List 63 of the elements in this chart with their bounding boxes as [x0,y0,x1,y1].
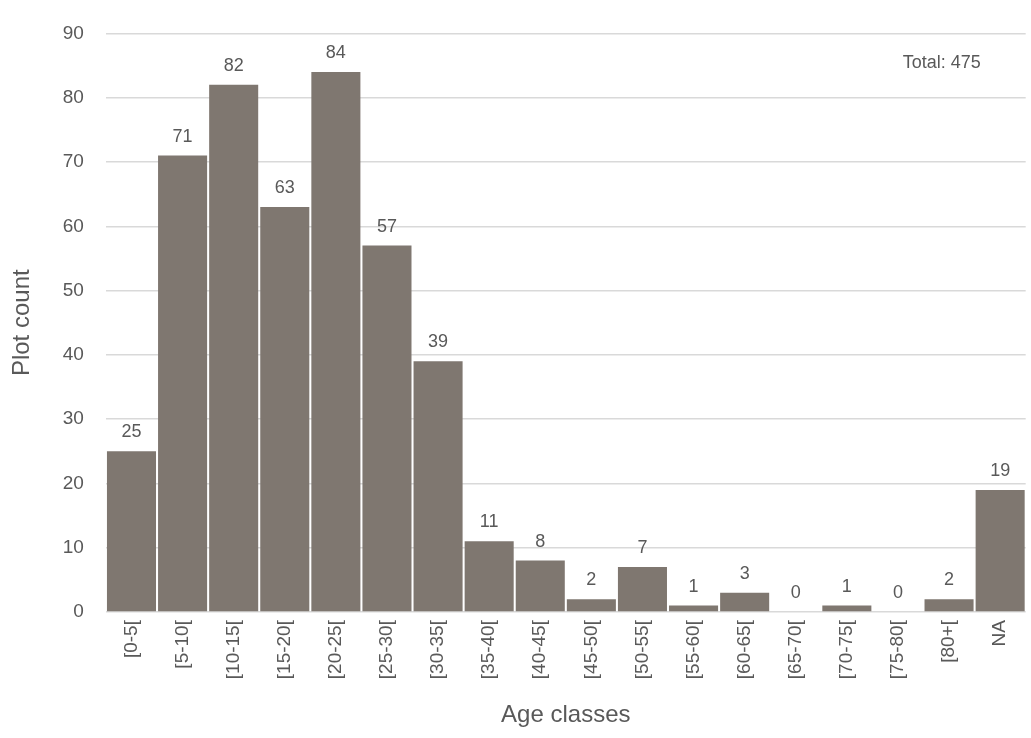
y-tick-label: 60 [62,214,84,236]
x-tick-label: NA [988,619,1010,647]
data-label: 2 [586,569,597,590]
data-label: 57 [376,215,397,236]
bar [924,599,974,612]
data-label: 25 [121,421,142,442]
data-label: 84 [325,41,346,62]
data-label: 2 [944,569,955,590]
data-label: 7 [637,537,648,558]
y-tick-label: 40 [62,343,84,365]
x-tick-label: [45-50[ [579,619,601,680]
data-label: 63 [274,176,295,197]
annotation: Total: 475 [902,52,981,73]
bar [975,489,1025,612]
x-tick-label: [65-70[ [783,619,805,680]
y-tick-label: 20 [62,471,84,493]
data-label: 39 [428,331,449,352]
x-tick-label: [70-75[ [835,619,857,680]
x-tick-label: [10-15[ [221,619,243,680]
y-tick-label: 70 [62,150,84,172]
bar [464,541,514,612]
x-tick-label: [80+[ [937,619,959,663]
data-label: 1 [688,575,699,596]
y-tick-label: 50 [62,278,84,300]
data-label: 3 [739,562,750,583]
bar [311,71,361,612]
y-axis-title: Plot count [7,269,35,377]
data-label: 71 [172,125,193,146]
x-tick-label: [40-45[ [528,619,550,680]
y-tick-label: 30 [62,407,84,429]
x-tick-label: [50-55[ [630,619,652,680]
bar [566,599,616,612]
x-tick-label: [60-65[ [732,619,754,680]
x-tick-label: [5-10[ [170,619,192,669]
data-label: 11 [479,511,499,532]
x-tick-label: [15-20[ [273,619,295,680]
y-tick-label: 0 [73,600,84,622]
bar [362,245,412,612]
data-label: 82 [223,54,244,75]
data-label: 1 [841,575,852,596]
bar [413,361,463,612]
y-tick-label: 80 [62,85,84,107]
x-axis-title: Age classes [501,700,631,728]
bar [158,155,208,612]
bar [260,206,310,612]
x-tick-label: [55-60[ [681,619,703,680]
x-tick-label: [20-25[ [324,619,346,680]
bar [106,451,157,612]
x-tick-label: [0-5[ [119,619,141,659]
bar [617,567,667,612]
data-label: 19 [990,459,1011,480]
y-tick-label: 10 [62,535,84,557]
x-tick-label: [75-80[ [886,619,908,680]
data-label: 0 [892,582,903,603]
data-label: 0 [790,582,801,603]
bar [209,84,259,612]
bar [720,592,770,612]
y-tick-label: 90 [62,21,84,43]
data-label: 8 [535,530,546,551]
x-tick-label: [30-35[ [426,619,448,680]
x-tick-label: [35-40[ [477,619,499,680]
x-tick-label: [25-30[ [375,619,397,680]
bar [515,560,565,612]
